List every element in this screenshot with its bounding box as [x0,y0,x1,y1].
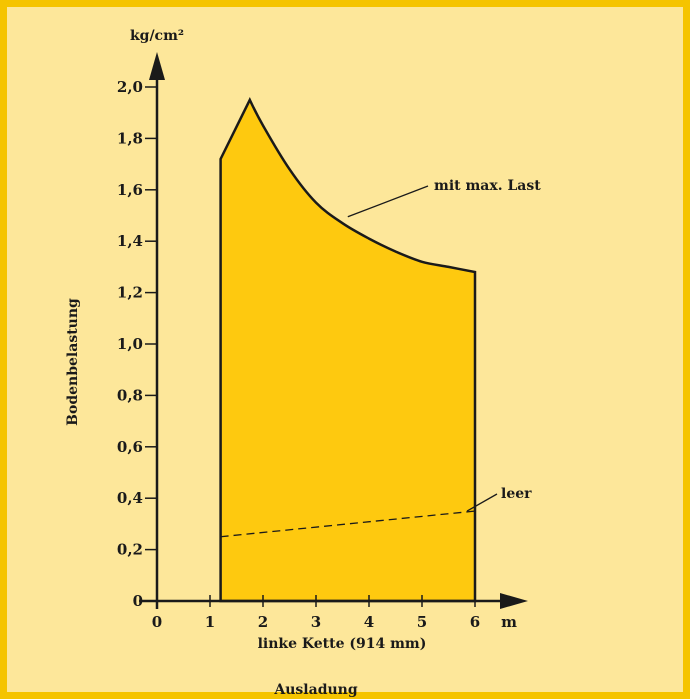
x-tick-label-6: 6 [470,613,480,631]
y-tick-label-3: 0,6 [117,438,143,456]
x-tick-label-0: 0 [152,613,162,631]
x-tick-label-2: 2 [258,613,268,631]
y-tick-label-8: 1,6 [117,181,143,199]
x-axis-arrow [500,593,528,609]
y-tick-label-4: 0,8 [117,386,143,404]
y-tick-label-9: 1,8 [117,129,143,147]
axis-layer [139,52,528,609]
label-layer: kg/cm² m linke Kette (914 mm) Ausladung … [65,28,541,698]
x-tick-label-3: 3 [311,613,321,631]
y-tick-label-10: 2,0 [117,78,143,96]
y-tick-label-2: 0,4 [117,489,143,507]
y-tick-label-5: 1,0 [117,335,143,353]
area-layer [219,97,477,603]
y-tick-label-7: 1,4 [117,232,143,250]
series-max-load-area [219,97,477,603]
y-tick-label-0: 0 [133,592,143,610]
y-axis-unit: kg/cm² [130,28,184,44]
annotation-max-load-leader [347,185,429,218]
x-axis-unit: m [501,613,517,631]
series-empty-line [220,510,476,538]
x-tick-label-4: 4 [364,613,374,631]
annotation-max-load: mit max. Last [434,178,541,194]
annotation-empty-leader [466,493,498,512]
x-axis-title: linke Kette (914 mm) [258,636,427,652]
x-tick-label-5: 5 [417,613,427,631]
y-tick-label-1: 0,2 [117,541,143,559]
footer-label: Ausladung [273,682,357,698]
y-axis-title: Bodenbelastung [65,298,81,426]
x-tick-label-1: 1 [205,613,215,631]
y-tick-label-6: 1,2 [117,284,143,302]
annotation-empty: leer [501,486,532,502]
y-axis-arrow [149,52,165,80]
